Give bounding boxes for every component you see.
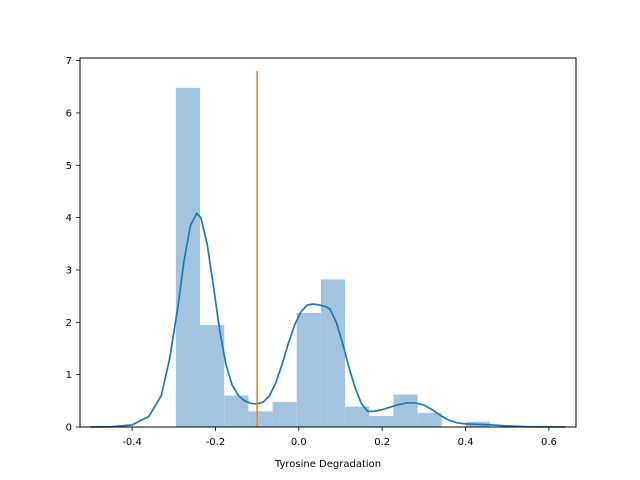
histogram-bar-10: [417, 412, 442, 427]
histogram-bar-5: [296, 312, 321, 427]
histogram-bar-1: [200, 324, 225, 427]
x-tick-label-5: 0.6: [541, 437, 557, 448]
y-tick-label-1: 1: [66, 370, 72, 381]
histogram-bar-0: [175, 87, 201, 427]
x-axis-ticks: -0.4 -0.2 0.0 0.2 0.4 0.6: [122, 427, 557, 448]
y-tick-label-6: 6: [66, 108, 72, 119]
y-axis-ticks: 0 1 2 3 4 5 6 7: [66, 56, 80, 434]
y-tick-label-3: 3: [66, 265, 72, 276]
histogram-bar-6: [320, 279, 346, 427]
x-axis-label: Tyrosine Degradation: [274, 459, 381, 470]
histogram-bar-4: [272, 401, 297, 427]
histogram-bar-7: [345, 406, 370, 427]
y-tick-label-4: 4: [66, 213, 72, 224]
y-tick-label-5: 5: [66, 161, 72, 172]
y-tick-label-2: 2: [66, 318, 72, 329]
y-tick-label-0: 0: [66, 423, 72, 434]
x-tick-label-4: 0.4: [458, 437, 474, 448]
x-tick-label-3: 0.2: [374, 437, 390, 448]
histogram-bar-3: [248, 411, 273, 427]
x-tick-label-0: -0.4: [122, 437, 142, 448]
histogram-bar-8: [369, 416, 394, 427]
histogram-bar-9: [393, 394, 418, 427]
x-tick-label-1: -0.2: [206, 437, 226, 448]
y-tick-label-7: 7: [66, 56, 72, 67]
plot-frame: [79, 57, 577, 428]
kde-curve: [90, 212, 566, 428]
x-tick-label-2: 0.0: [291, 437, 307, 448]
